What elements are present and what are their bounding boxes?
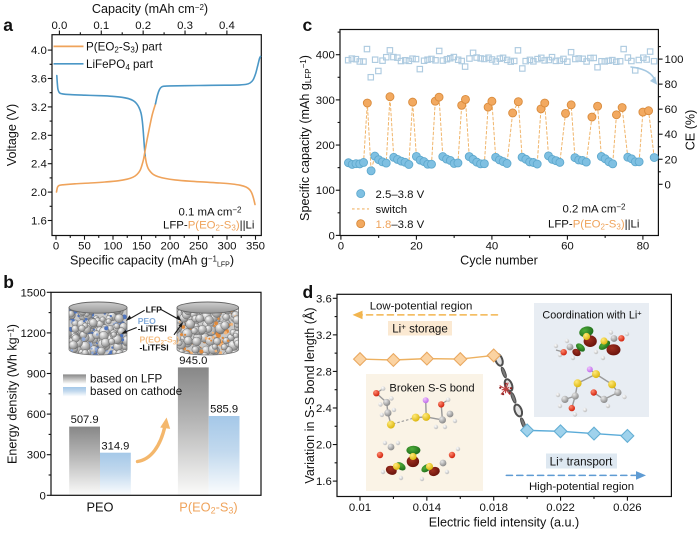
svg-text:P(EO2-S3): P(EO2-S3) [179,500,237,516]
svg-text:150: 150 [132,241,151,253]
svg-text:P(EO2-S3) part: P(EO2-S3) part [86,40,163,54]
svg-text:Coordination with Li+: Coordination with Li+ [542,308,642,321]
svg-text:Capacity (mAh cm−2): Capacity (mAh cm−2) [92,2,208,16]
svg-text:CE (%): CE (%) [684,110,698,151]
svg-text:PEO: PEO [138,316,156,326]
svg-text:0.022: 0.022 [546,502,575,514]
svg-text:0: 0 [338,241,344,253]
svg-text:b: b [3,272,14,292]
svg-text:80: 80 [665,79,678,91]
svg-text:2.5–3.8 V: 2.5–3.8 V [376,189,425,201]
svg-text:switch: switch [376,204,408,216]
svg-text:PEO: PEO [86,500,113,515]
svg-text:0.026: 0.026 [613,502,642,514]
svg-text:80: 80 [637,241,650,253]
svg-text:0.014: 0.014 [413,502,442,514]
svg-text:1200: 1200 [20,328,45,340]
svg-text:100: 100 [316,185,335,197]
svg-text:60: 60 [665,104,678,116]
svg-text:300: 300 [27,450,46,462]
svg-text:P(EO2-S3): P(EO2-S3) [140,334,180,346]
svg-text:3.2: 3.2 [31,102,47,114]
svg-text:945.0: 945.0 [179,355,207,367]
svg-text:Variation in S-S bond length (: Variation in S-S bond length (Å) [302,307,317,483]
svg-text:1.6: 1.6 [316,476,332,488]
svg-text:250: 250 [189,241,208,253]
svg-text:900: 900 [27,369,46,381]
svg-text:Voltage (V): Voltage (V) [5,104,19,166]
svg-text:2.8: 2.8 [31,130,47,142]
svg-text:-LiTFSI: -LiTFSI [140,342,169,352]
svg-text:based on LFP: based on LFP [90,373,162,386]
svg-text:LFP-P(EO2-S3)||Li: LFP-P(EO2-S3)||Li [163,220,254,233]
svg-text:2.8: 2.8 [316,366,332,378]
svg-text:0.2: 0.2 [135,20,151,32]
svg-text:0.3: 0.3 [177,20,193,32]
svg-text:0.01: 0.01 [349,502,371,514]
svg-text:2.4: 2.4 [316,403,332,415]
svg-text:LFP: LFP [146,304,162,314]
svg-text:Energy density (Wh kg−1): Energy density (Wh kg−1) [6,324,20,464]
svg-text:50: 50 [78,241,91,253]
svg-text:20: 20 [665,154,678,166]
svg-text:0.4: 0.4 [219,20,235,32]
svg-text:1.6: 1.6 [31,216,47,228]
svg-text:3.2: 3.2 [316,330,332,342]
svg-text:3.6: 3.6 [31,74,47,86]
svg-text:0: 0 [39,490,45,502]
svg-text:100: 100 [665,54,684,66]
svg-text:0.2 mA cm−2: 0.2 mA cm−2 [563,202,626,215]
svg-text:20: 20 [410,241,423,253]
svg-text:High-potential region: High-potential region [529,481,634,493]
svg-text:Electric field intensity (a.u.: Electric field intensity (a.u.) [429,516,579,530]
svg-text:LiFePO4 part: LiFePO4 part [86,58,154,72]
svg-text:0: 0 [328,230,334,242]
svg-text:300: 300 [217,241,236,253]
svg-text:600: 600 [27,409,46,421]
svg-text:2.4: 2.4 [31,159,47,171]
svg-text:60: 60 [561,241,574,253]
svg-text:c: c [303,15,313,35]
svg-text:Specific capacity (mAh gLFP−1): Specific capacity (mAh gLFP−1) [298,55,313,221]
svg-text:200: 200 [316,140,335,152]
svg-text:-LiTFSI: -LiTFSI [138,323,167,333]
svg-text:1.8–3.8 V: 1.8–3.8 V [376,219,425,231]
svg-text:Specific capacity (mAh g−1LFP): Specific capacity (mAh g−1LFP) [70,254,234,269]
svg-text:100: 100 [103,241,122,253]
svg-text:Li+ transport: Li+ transport [550,455,613,468]
svg-text:Li+ storage: Li+ storage [392,322,448,335]
svg-text:0.0: 0.0 [51,20,67,32]
svg-text:Low-potential region: Low-potential region [370,301,473,313]
svg-text:40: 40 [665,129,678,141]
svg-text:400: 400 [316,50,335,62]
svg-text:0: 0 [665,179,671,191]
svg-text:0: 0 [53,241,59,253]
svg-text:a: a [3,15,13,35]
svg-text:based on cathode: based on cathode [90,385,182,398]
svg-text:300: 300 [316,95,335,107]
svg-text:d: d [303,282,314,302]
svg-text:350: 350 [246,241,265,253]
svg-text:3.6: 3.6 [316,293,332,305]
svg-text:Cycle number: Cycle number [460,254,538,268]
svg-text:0.018: 0.018 [479,502,508,514]
svg-text:2.0: 2.0 [31,187,47,199]
svg-text:0.1 mA cm−2: 0.1 mA cm−2 [179,205,242,218]
svg-text:2.0: 2.0 [316,440,332,452]
svg-text:200: 200 [160,241,179,253]
svg-text:0.1: 0.1 [93,20,109,32]
svg-text:40: 40 [486,241,499,253]
svg-text:314.9: 314.9 [101,440,129,452]
svg-text:507.9: 507.9 [71,414,99,426]
svg-text:4.0: 4.0 [31,45,47,57]
svg-text:Broken S-S bond: Broken S-S bond [389,383,474,395]
svg-text:LFP-P(EO2-S3)||Li: LFP-P(EO2-S3)||Li [548,219,639,232]
svg-text:585.9: 585.9 [210,404,238,416]
svg-text:1500: 1500 [20,287,45,299]
